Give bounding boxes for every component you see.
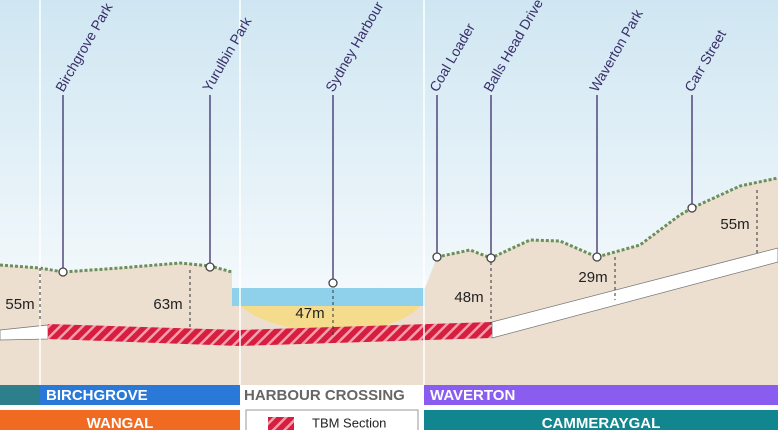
section-dividers — [39, 0, 425, 385]
depth-label: 55m — [5, 296, 34, 313]
marker-dot — [205, 262, 215, 272]
section-label: BIRCHGROVE — [46, 387, 148, 404]
section-label: HARBOUR CROSSING — [244, 387, 405, 404]
water — [232, 288, 425, 306]
marker-dot — [592, 252, 602, 262]
marker-dot — [58, 267, 68, 277]
section-label: WAVERTON — [430, 387, 515, 404]
marker-dot — [486, 253, 496, 263]
tbm-tunnel — [48, 322, 492, 346]
section-bar — [424, 385, 778, 405]
section-bar — [0, 385, 40, 405]
land-bar — [424, 410, 778, 430]
depth-label: 29m — [578, 269, 607, 286]
land-bar — [0, 410, 240, 430]
land-label: WANGAL — [87, 415, 154, 430]
sand — [240, 306, 420, 332]
section-bar — [40, 385, 240, 405]
marker-dot — [328, 278, 338, 288]
depth-label: 47m — [295, 305, 324, 322]
legend-swatch — [268, 417, 294, 430]
depth-label: 55m — [720, 216, 749, 233]
marker-dot — [687, 203, 697, 213]
land-label: CAMMERAYGAL — [542, 415, 661, 430]
depth-label: 48m — [454, 289, 483, 306]
section-bar — [240, 385, 424, 405]
marker-dot — [432, 252, 442, 262]
depth-label: 63m — [153, 296, 182, 313]
legend-label: TBM Section — [312, 415, 386, 430]
